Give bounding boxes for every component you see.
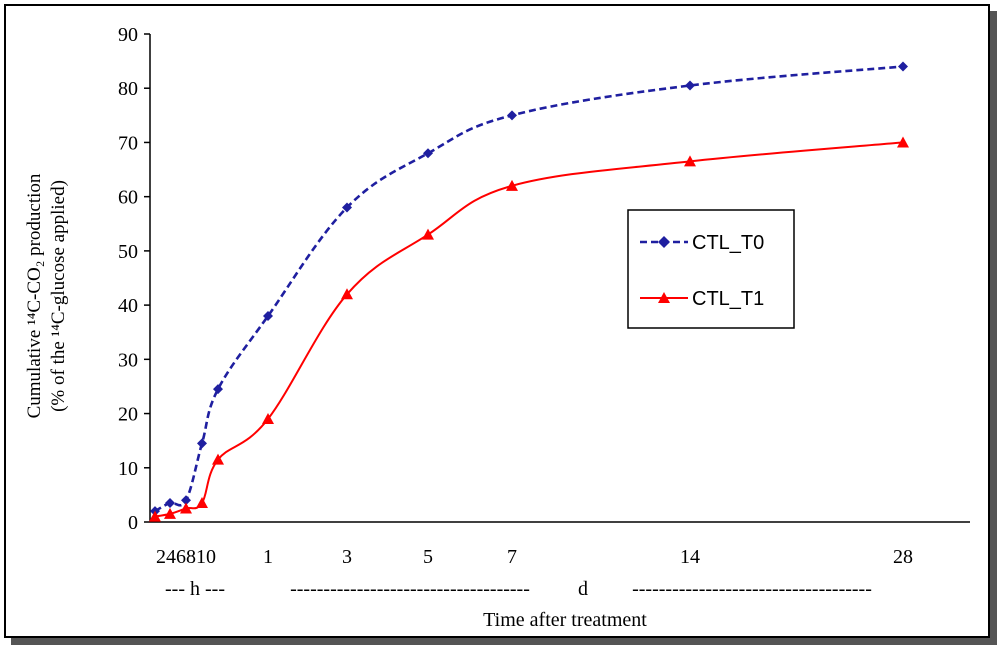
point-ctl-t0-3d [342, 202, 352, 213]
legend-box [627, 209, 795, 329]
y-axis-label-line2: (% of the ¹⁴C-glucose applied) [48, 180, 69, 412]
point-ctl-t1-7d [506, 179, 518, 191]
x-tick-label-day-1: 1 [263, 546, 273, 568]
y-tick-label-50: 50 [118, 241, 138, 263]
point-ctl-t0-28d [898, 61, 908, 72]
point-ctl-t1-28d [897, 136, 909, 148]
legend: CTL_T0 CTL_T1 [627, 209, 795, 329]
y-tick-label-0: 0 [128, 512, 138, 534]
point-ctl-t1-8h [196, 497, 208, 509]
x-tick-label-day-5: 5 [423, 546, 433, 568]
point-ctl-t1-1d [262, 412, 274, 424]
y-tick-label-80: 80 [118, 78, 138, 100]
point-ctl-t1-4h [164, 507, 176, 519]
point-ctl-t1-6h [180, 502, 192, 514]
legend-marker-ctl-t0 [658, 236, 670, 248]
point-ctl-t0-8h [197, 438, 207, 449]
y-axis-label-line1: Cumulative ¹⁴C-CO₂ production [24, 173, 45, 418]
point-ctl-t0-14d [685, 80, 695, 91]
chart-frame [4, 4, 990, 638]
legend-marker-ctl-t1 [658, 292, 670, 303]
point-ctl-t1-2h [149, 510, 161, 522]
y-tick-label-90: 90 [118, 24, 138, 46]
x-tick-label-day-28: 28 [893, 546, 913, 568]
point-ctl-t0-7d [507, 110, 517, 121]
x-tick-label-hours: 246810 [156, 546, 216, 568]
x-tick-label-day-7: 7 [507, 546, 517, 568]
point-ctl-t0-1d [263, 310, 273, 321]
series-line-ctl-t1 [154, 141, 904, 518]
x-unit-days-dashes-right: ------------------------------------ [632, 578, 872, 600]
x-unit-days-dashes-left: ------------------------------------ [290, 578, 530, 600]
axes-layer: 0 10 20 30 40 50 60 70 80 90 [118, 24, 970, 534]
x-tick-label-day-3: 3 [342, 546, 352, 568]
y-tick-label-10: 10 [118, 458, 138, 480]
marker-layer [149, 61, 909, 522]
y-tick-label-40: 40 [118, 295, 138, 317]
legend-label-ctl-t1: CTL_T1 [692, 288, 764, 310]
y-tick-label-60: 60 [118, 187, 138, 209]
point-ctl-t1-14d [684, 155, 696, 167]
point-ctl-t0-10h [213, 384, 223, 395]
point-ctl-t0-4h [165, 498, 175, 509]
point-ctl-t1-10h [212, 453, 224, 465]
x-unit-days-letter: d [578, 578, 588, 600]
point-ctl-t1-5d [422, 228, 434, 240]
y-tick-label-30: 30 [118, 349, 138, 371]
legend-label-ctl-t0: CTL_T0 [692, 232, 764, 254]
y-tick-label-20: 20 [118, 404, 138, 426]
y-axis-label-group: Cumulative ¹⁴C-CO₂ production (% of the … [24, 173, 69, 418]
y-tick-label-70: 70 [118, 132, 138, 154]
point-ctl-t0-5d [423, 148, 433, 159]
point-ctl-t1-3d [341, 288, 353, 300]
point-ctl-t0-6h [181, 495, 191, 506]
x-axis-title: Time after treatment [483, 609, 647, 631]
x-unit-hours: --- h --- [165, 578, 225, 600]
x-day-tick-labels: 1 3 5 7 14 28 [263, 546, 913, 568]
x-tick-label-day-14: 14 [680, 546, 700, 568]
